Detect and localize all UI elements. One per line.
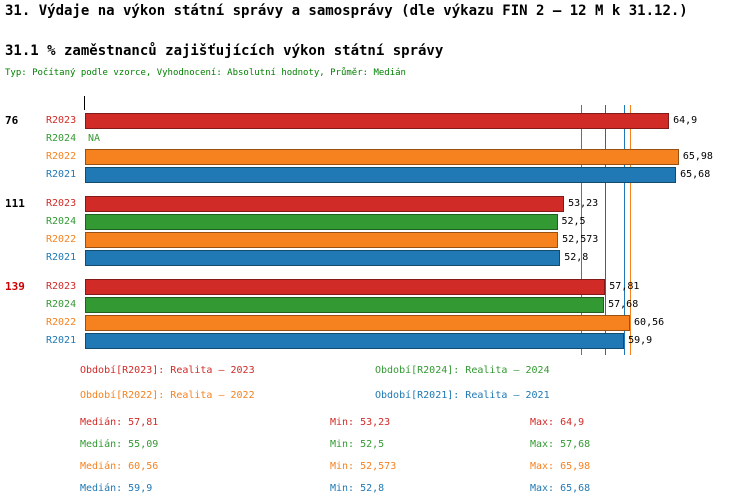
chart-subtitle: 31.1 % zaměstnanců zajišťujících výkon s…: [5, 43, 444, 59]
bar-value-label: 57,81: [609, 281, 640, 292]
legend-item-r2022: Období[R2022]: Realita – 2022: [80, 390, 255, 401]
row-label-r2023: R2023: [46, 198, 77, 209]
bar-value-label: 60,56: [634, 317, 665, 328]
bar-r2023: [85, 196, 565, 212]
row-label-r2021: R2021: [46, 169, 77, 180]
bar-r2021: [85, 167, 677, 183]
group-label-76: 76: [5, 114, 19, 127]
axis-tick: [84, 96, 85, 110]
bar-value-label: 65,68: [680, 169, 711, 180]
median-line-r2023: [605, 105, 607, 355]
bar-r2023: [85, 279, 606, 295]
stat-max-r2021: Max: 65,68: [530, 483, 591, 494]
bar-r2021: [85, 250, 561, 266]
bar-r2022: [85, 232, 559, 248]
row-label-r2022: R2022: [46, 317, 77, 328]
row-label-r2023: R2023: [46, 281, 77, 292]
stat-median-r2022: Medián: 60,56: [80, 461, 159, 472]
row-label-r2023: R2023: [46, 115, 77, 126]
group-label-139: 139: [5, 280, 25, 293]
row-label-r2022: R2022: [46, 234, 77, 245]
stat-median-r2023: Medián: 57,81: [80, 417, 159, 428]
row-label-r2024: R2024: [46, 299, 77, 310]
chart-stats: Medián: 57,81 Min: 53,23 Max: 64,9 Medián: …: [0, 416, 750, 496]
median-line-r2021: [624, 105, 626, 355]
row-label-r2024: R2024: [46, 133, 77, 144]
na-value-label: NA: [88, 133, 101, 144]
stat-min-r2023: Min: 53,23: [330, 417, 391, 428]
bar-value-label: 57,68: [608, 299, 639, 310]
bar-r2024: [85, 214, 558, 230]
bar-value-label: 65,98: [682, 151, 713, 162]
stat-max-r2023: Max: 64,9: [530, 417, 585, 428]
bar-value-label: 52,5: [561, 216, 586, 227]
chart-legend: Období[R2023]: Realita – 2023 Období[R202…: [0, 364, 750, 408]
legend-item-r2024: Období[R2024]: Realita – 2024: [375, 365, 550, 376]
group-label-111: 111: [5, 197, 25, 210]
bar-value-label: 52,8: [564, 252, 589, 263]
bar-value-label: 59,9: [628, 335, 653, 346]
stat-median-r2021: Medián: 59,9: [80, 483, 153, 494]
stat-max-r2024: Max: 57,68: [530, 439, 591, 450]
row-label-r2024: R2024: [46, 216, 77, 227]
bar-value-label: 52,573: [562, 234, 599, 245]
grouped-bar-chart: 76 R2023 64,9 R2024 NA R2022 65,98 R2021 65,68 11…: [0, 96, 750, 357]
bar-r2023: [85, 113, 670, 129]
legend-item-r2021: Období[R2021]: Realita – 2021: [375, 390, 550, 401]
stat-min-r2024: Min: 52,5: [330, 439, 385, 450]
row-label-r2022: R2022: [46, 151, 77, 162]
row-label-r2021: R2021: [46, 335, 77, 346]
bar-r2022: [85, 315, 631, 331]
bar-value-label: 64,9: [673, 115, 698, 126]
bar-r2021: [85, 333, 625, 349]
bar-r2022: [85, 149, 679, 165]
stat-max-r2022: Max: 65,98: [530, 461, 591, 472]
bar-r2024: [85, 297, 605, 313]
median-line-r2024: [580, 105, 582, 355]
chart-title: 31. Výdaje na výkon státní správy a samo…: [5, 3, 688, 19]
stat-min-r2021: Min: 52,8: [330, 483, 385, 494]
legend-item-r2023: Období[R2023]: Realita – 2023: [80, 365, 255, 376]
median-line-r2022: [630, 105, 632, 355]
stat-min-r2022: Min: 52,573: [330, 461, 397, 472]
chart-meta-info: Typ: Počítaný podle vzorce, Vyhodnocení:…: [5, 68, 406, 78]
bar-value-label: 53,23: [568, 198, 599, 209]
stat-median-r2024: Medián: 55,09: [80, 439, 159, 450]
row-label-r2021: R2021: [46, 252, 77, 263]
